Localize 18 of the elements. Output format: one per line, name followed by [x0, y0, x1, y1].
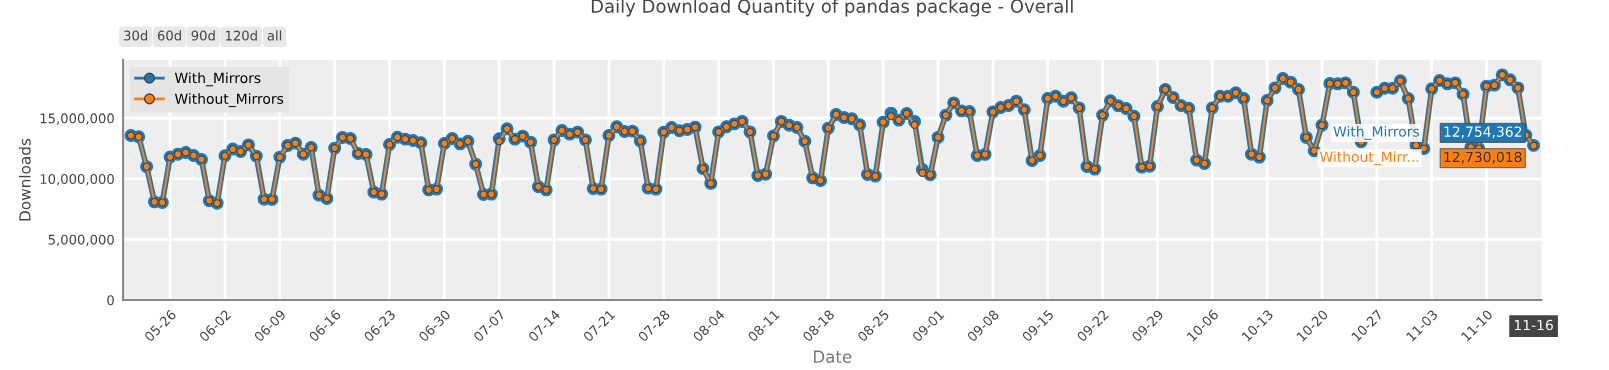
text: 11-16 [1514, 319, 1553, 331]
x-axis-title: Date [813, 350, 852, 363]
text: 60d [157, 30, 181, 41]
text: 90d [191, 30, 215, 41]
y-tick-label: 0 [107, 295, 114, 306]
text: all [267, 30, 282, 41]
annotation: 12,754,362 [1444, 126, 1522, 139]
y-tick-label: 5,000,000 [48, 234, 114, 246]
y-axis-title: Downloads [18, 138, 31, 221]
text: 30d [124, 30, 148, 41]
legend-label: With_Mirrors [174, 72, 261, 87]
annotation: Without_Mirr... [1319, 151, 1419, 166]
text: 120d [225, 30, 257, 41]
annotation: With_Mirrors [1333, 125, 1420, 140]
y-tick-label: 10,000,000 [40, 174, 114, 186]
legend-label: Without_Mirrors [174, 93, 284, 108]
y-tick-label: 15,000,000 [40, 113, 114, 125]
annotation: 12,730,018 [1444, 151, 1522, 164]
